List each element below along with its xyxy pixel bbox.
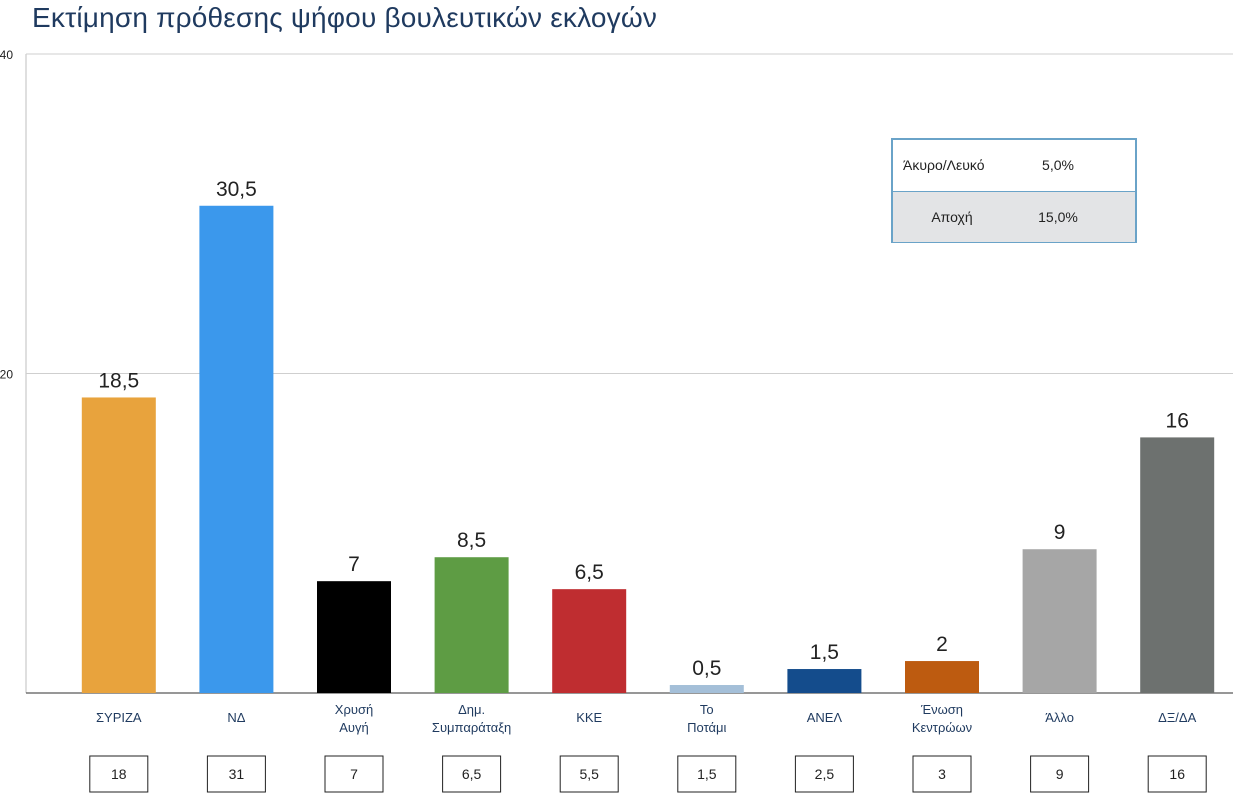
bar-value-label: 8,5 [457, 529, 486, 552]
comparison-value: 2,5 [815, 766, 835, 782]
category-label: Το [700, 702, 714, 717]
bar-value-label: 1,5 [810, 641, 839, 664]
category-label: ΚΚΕ [576, 710, 602, 725]
bar [81, 397, 156, 693]
comparison-value: 16 [1169, 766, 1185, 782]
comparison-box [89, 755, 149, 793]
info-row-invalid-blank: Άκυρο/Λευκό 5,0% [893, 140, 1135, 191]
comparison-box [442, 755, 502, 793]
comparison-box [559, 755, 619, 793]
comparison-box [677, 755, 737, 793]
info-label-invalid-blank: Άκυρο/Λευκό [903, 157, 985, 174]
comparison-value: 7 [350, 766, 358, 782]
category-label: Δημ. [458, 702, 485, 717]
bar-value-label: 16 [1166, 409, 1189, 432]
bar [905, 661, 979, 693]
value-labels: 18,5 30,5 7 8,5 6,5 0,5 1,5 2 9 16 [98, 178, 1189, 680]
category-label: Αυγή [339, 720, 369, 735]
bar [317, 581, 391, 693]
category-label: ΑΝΕΛ [807, 710, 843, 725]
bar-value-label: 6,5 [575, 561, 604, 584]
category-label: ΔΞ/ΔΑ [1158, 710, 1196, 725]
bar-value-label: 9 [1054, 521, 1066, 544]
comparison-box [794, 755, 854, 793]
comparison-box [206, 755, 266, 793]
chart-title: Εκτίμηση πρόθεσης ψήφου βουλευτικών εκλο… [32, 2, 658, 33]
comparison-value: 3 [938, 766, 946, 782]
comparison-box [912, 755, 972, 793]
comparison-boxes: 18 31 7 6,5 5,5 1,5 2,5 3 9 16 [89, 755, 1207, 793]
bar-value-label: 2 [936, 633, 948, 656]
bar-value-label: 7 [348, 553, 360, 576]
bar [669, 685, 744, 693]
y-tick-label: 40 [0, 48, 13, 62]
bar [552, 589, 627, 693]
comparison-value: 1,5 [697, 766, 717, 782]
bar [434, 557, 509, 693]
info-label-abstention: Αποχή [931, 208, 973, 225]
bar-value-label: 18,5 [98, 369, 139, 392]
info-table: Άκυρο/Λευκό 5,0% Αποχή 15,0% [891, 138, 1137, 243]
comparison-value: 6,5 [462, 766, 482, 782]
category-label: Κεντρώων [912, 720, 972, 735]
comparison-box [1147, 755, 1207, 793]
category-label: Ποτάμι [687, 720, 726, 735]
bar [787, 669, 862, 693]
category-label: Ένωση [920, 702, 963, 717]
category-label: ΝΔ [227, 710, 245, 725]
category-label: Άλλο [1045, 710, 1074, 725]
category-label: ΣΥΡΙΖΑ [96, 710, 142, 725]
y-tick-label: 20 [0, 368, 13, 382]
bar [1022, 549, 1097, 693]
category-labels: ΣΥΡΙΖΑ ΝΔ Χρυσή Αυγή Δημ. Συμπαράταξη ΚΚΕ Το Ποτ… [96, 702, 1197, 735]
comparison-value: 18 [111, 766, 127, 782]
info-row-abstention: Αποχή 15,0% [893, 190, 1135, 242]
bar-value-label: 0,5 [692, 657, 721, 680]
bar-value-label: 30,5 [216, 178, 257, 201]
bar [199, 205, 274, 693]
category-label: Συμπαράταξη [432, 720, 511, 735]
comparison-box [1030, 755, 1090, 793]
info-value-abstention: 15,0% [1038, 208, 1078, 225]
comparison-value: 5,5 [579, 766, 599, 782]
comparison-value: 31 [229, 766, 245, 782]
bar [1140, 437, 1215, 693]
bars [81, 205, 1215, 693]
comparison-value: 9 [1056, 766, 1064, 782]
info-value-invalid-blank: 5,0% [1042, 157, 1074, 174]
category-label: Χρυσή [335, 702, 373, 717]
comparison-box [324, 755, 384, 793]
